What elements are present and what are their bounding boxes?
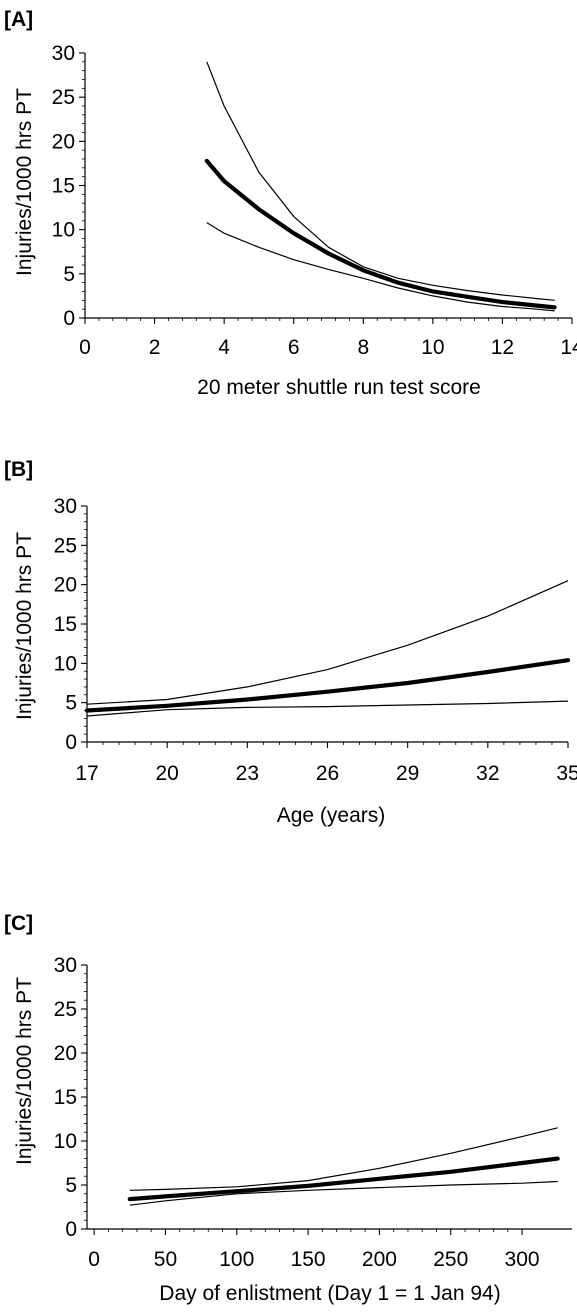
panel-a-y-tick-label: 25 — [52, 86, 75, 109]
panel-a-y-axis-title: Injuries/1000 hrs PT — [13, 88, 36, 276]
panel-b-x-tick-label: 17 — [75, 762, 98, 785]
panel-a-y-tick-label: 20 — [52, 130, 75, 153]
panel-b-x-tick-label: 23 — [236, 762, 259, 785]
panel-b-x-tick-label: 26 — [316, 762, 339, 785]
panel-a-upper-ci-line — [206, 61, 555, 301]
panel-c-x-tick-label: 50 — [154, 1248, 177, 1271]
panel-c-label: [C] — [4, 912, 33, 935]
panel-c-x-tick-label: 200 — [362, 1248, 397, 1271]
panel-b-x-axis-title: Age (years) — [277, 804, 386, 827]
panel-b-lower-ci-line — [86, 700, 569, 717]
panel-c-upper-ci-line — [129, 1127, 558, 1191]
panel-b-y-tick-label: 20 — [54, 574, 77, 597]
panel-c-y-tick-label: 15 — [54, 1086, 77, 1109]
panel-c-x-axis-title: Day of enlistment (Day 1 = 1 Jan 94) — [159, 1282, 500, 1305]
panel-a-label: [A] — [4, 8, 33, 31]
panel-c-x-tick-label: 300 — [505, 1248, 540, 1271]
panel-b-x-tick-label: 32 — [476, 762, 499, 785]
panel-c-x-tick-label: 0 — [88, 1248, 100, 1271]
panel-b-y-tick-label: 15 — [54, 613, 77, 636]
panel-a-y-tick-label: 30 — [52, 42, 75, 65]
panel-b-y-tick-label: 0 — [65, 731, 77, 754]
panel-a: [A] Injuries/1000 hrs PT 20 meter shuttl… — [4, 8, 577, 399]
panel-a-x-tick-label: 12 — [491, 336, 514, 359]
panel-b-y-tick-label: 10 — [54, 652, 77, 675]
panel-b-x-tick-label: 20 — [155, 762, 178, 785]
panel-b-label: [B] — [4, 458, 33, 481]
panel-c-lower-ci-line — [129, 1180, 558, 1206]
panel-a-y-tick-label: 10 — [52, 219, 75, 242]
panel-b-upper-ci-line — [86, 580, 569, 705]
panel-a-x-axis-title: 20 meter shuttle run test score — [197, 376, 481, 399]
panel-c-y-tick-label: 0 — [65, 1218, 77, 1241]
panel-c: [C] Injuries/1000 hrs PT Day of enlistme… — [4, 912, 572, 1305]
panel-a-y-tick-label: 0 — [63, 307, 75, 330]
panel-b-y-tick-label: 5 — [65, 692, 77, 715]
panel-b: [B] Injuries/1000 hrs PT Age (years) 0 5 1… — [4, 458, 577, 827]
panel-a-x-tick-label: 8 — [357, 336, 369, 359]
panel-a-x-tick-label: 14 — [560, 336, 577, 359]
panel-a-x-tick-label: 10 — [421, 336, 444, 359]
panel-c-x-tick-label: 250 — [433, 1248, 468, 1271]
panel-a-lower-ci-line — [206, 222, 555, 312]
panel-c-y-tick-label: 30 — [54, 954, 77, 977]
panel-a-x-tick-label: 4 — [218, 336, 230, 359]
panel-c-y-axis-title: Injuries/1000 hrs PT — [13, 977, 36, 1165]
panel-b-x-tick-label: 29 — [396, 762, 419, 785]
panel-a-x-tick-label: 0 — [79, 336, 91, 359]
panel-b-estimate-line — [84, 658, 571, 713]
panel-c-y-tick-label: 10 — [54, 1130, 77, 1153]
panel-a-x-tick-label: 6 — [288, 336, 300, 359]
panel-a-plot: 0 5 10 15 20 25 30 0 2 4 6 8 10 12 14 — [52, 42, 577, 359]
panel-b-y-tick-label: 30 — [54, 495, 77, 518]
panel-b-y-axis-title: Injuries/1000 hrs PT — [13, 532, 36, 720]
panel-c-estimate-line — [127, 1156, 560, 1202]
panel-c-y-tick-label: 25 — [54, 998, 77, 1021]
panel-b-x-tick-label: 35 — [556, 762, 577, 785]
panel-c-y-tick-label: 20 — [54, 1042, 77, 1065]
panel-c-y-tick-label: 5 — [65, 1174, 77, 1197]
panel-a-x-tick-label: 2 — [149, 336, 161, 359]
panel-a-estimate-line — [204, 158, 557, 310]
panel-c-x-tick-label: 150 — [291, 1248, 326, 1271]
panel-a-y-tick-label: 5 — [63, 263, 75, 286]
panel-c-x-tick-label: 100 — [219, 1248, 254, 1271]
panel-b-y-tick-label: 25 — [54, 534, 77, 557]
panel-b-plot: 0 5 10 15 20 25 30 17 20 23 26 29 32 35 — [54, 495, 577, 785]
panel-a-y-tick-label: 15 — [52, 175, 75, 198]
